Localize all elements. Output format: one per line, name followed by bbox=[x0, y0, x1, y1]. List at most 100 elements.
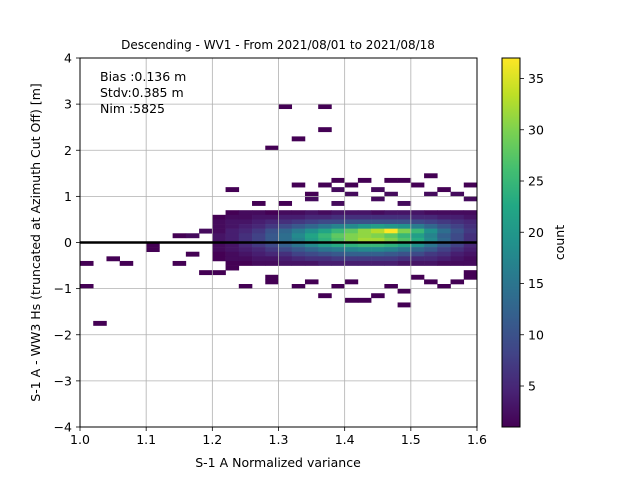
heatmap-bin bbox=[238, 247, 253, 253]
heatmap-bin bbox=[384, 210, 398, 216]
heatmap-bin bbox=[344, 256, 359, 262]
heatmap-bin bbox=[304, 242, 319, 248]
x-tick-label: 1.0 bbox=[70, 432, 90, 447]
heatmap-bin bbox=[318, 242, 332, 248]
heatmap-bin bbox=[318, 182, 332, 188]
heatmap-bin bbox=[424, 228, 438, 234]
heatmap-bin bbox=[384, 224, 398, 229]
x-tick-label: 1.6 bbox=[467, 432, 487, 447]
heatmap-bin bbox=[424, 210, 438, 216]
heatmap-bin bbox=[384, 219, 398, 225]
heatmap-bin bbox=[225, 256, 240, 262]
chart-title: Descending - WV1 - From 2021/08/01 to 20… bbox=[121, 38, 435, 52]
heatmap-bin bbox=[397, 219, 412, 225]
heatmap-bin bbox=[384, 251, 398, 257]
heatmap-bin bbox=[463, 182, 478, 188]
heatmap-bin bbox=[450, 210, 465, 216]
heatmap-bin bbox=[225, 260, 240, 266]
heatmap-bin bbox=[344, 214, 359, 220]
heatmap-bin bbox=[410, 256, 425, 262]
heatmap-bin bbox=[357, 177, 372, 183]
heatmap-bin bbox=[318, 210, 332, 216]
heatmap-bin bbox=[212, 242, 226, 248]
heatmap-bin bbox=[424, 219, 438, 225]
heatmap-bin bbox=[265, 219, 279, 225]
heatmap-bin bbox=[291, 219, 306, 225]
heatmap-bin bbox=[437, 251, 451, 257]
heatmap-bin bbox=[424, 237, 438, 243]
heatmap-bin bbox=[252, 214, 266, 220]
y-tick-label: 4 bbox=[64, 51, 72, 66]
heatmap-bin bbox=[291, 256, 306, 262]
x-tick-label: 1.4 bbox=[335, 432, 355, 447]
heatmap-bin bbox=[344, 297, 359, 303]
heatmap-bin bbox=[371, 219, 385, 225]
heatmap-bin bbox=[252, 200, 266, 206]
heatmap-bin bbox=[450, 251, 465, 257]
heatmap-bin bbox=[450, 279, 465, 285]
heatmap-bin bbox=[437, 233, 451, 239]
heatmap-bin bbox=[357, 237, 372, 243]
x-tick-label: 1.1 bbox=[136, 432, 156, 447]
heatmap-bin bbox=[93, 320, 107, 326]
heatmap-bin bbox=[119, 260, 134, 266]
y-tick-label: −2 bbox=[54, 327, 72, 342]
heatmap-bin bbox=[371, 247, 385, 253]
colorbar bbox=[501, 57, 521, 428]
heatmap-bin bbox=[278, 256, 293, 262]
heatmap-bin bbox=[331, 237, 345, 243]
heatmap-bin bbox=[291, 182, 306, 188]
heatmap-bin bbox=[225, 247, 240, 253]
heatmap-bin bbox=[424, 224, 438, 229]
heatmap-bins bbox=[80, 104, 478, 326]
colorbar-tick-label: 10 bbox=[528, 327, 544, 342]
heatmap-bin bbox=[318, 260, 332, 266]
heatmap-bin bbox=[291, 242, 306, 248]
colorbar-tick-label: 35 bbox=[528, 71, 544, 86]
heatmap-bin bbox=[463, 228, 478, 234]
heatmap-bin bbox=[357, 228, 372, 234]
heatmap-bin bbox=[304, 237, 319, 243]
heatmap-bin bbox=[225, 214, 240, 220]
heatmap-bin bbox=[397, 233, 412, 239]
x-tick-label: 1.2 bbox=[202, 432, 222, 447]
heatmap-bin bbox=[212, 233, 226, 239]
stats-count: Nim :5825 bbox=[100, 101, 165, 116]
heatmap-bin bbox=[185, 251, 200, 257]
heatmap-bin bbox=[357, 214, 372, 220]
heatmap-bin bbox=[278, 200, 293, 206]
heatmap-bin bbox=[463, 256, 478, 262]
heatmap-bin bbox=[304, 214, 319, 220]
heatmap-bin bbox=[291, 260, 306, 266]
heatmap-bin bbox=[185, 233, 200, 239]
heatmap-bin bbox=[331, 224, 345, 229]
heatmap-bin bbox=[397, 210, 412, 216]
heatmap-bin bbox=[371, 293, 385, 299]
heatmap-bin bbox=[225, 210, 240, 216]
heatmap-bin bbox=[371, 256, 385, 262]
heatmap-bin bbox=[331, 228, 345, 234]
heatmap-bin bbox=[291, 224, 306, 229]
heatmap-bin bbox=[463, 237, 478, 243]
heatmap-bin bbox=[344, 247, 359, 253]
heatmap-bin bbox=[225, 265, 240, 271]
colorbar-tick-label: 30 bbox=[528, 122, 544, 137]
heatmap-bin bbox=[331, 242, 345, 248]
heatmap-bin bbox=[265, 145, 279, 151]
heatmap-bin bbox=[397, 177, 412, 183]
heatmap-bin bbox=[384, 177, 398, 183]
heatmap-bin bbox=[265, 233, 279, 239]
heatmap-bin bbox=[371, 196, 385, 202]
heatmap-bin bbox=[318, 251, 332, 257]
heatmap-bin bbox=[437, 242, 451, 248]
heatmap-bin bbox=[371, 251, 385, 257]
heatmap-bin bbox=[384, 242, 398, 248]
heatmap-bin bbox=[212, 224, 226, 229]
heatmap-bin bbox=[397, 256, 412, 262]
heatmap-bin bbox=[410, 233, 425, 239]
heatmap-bin bbox=[450, 228, 465, 234]
heatmap-bin bbox=[344, 260, 359, 266]
heatmap-bin bbox=[357, 297, 372, 303]
heatmap-bin bbox=[344, 237, 359, 243]
